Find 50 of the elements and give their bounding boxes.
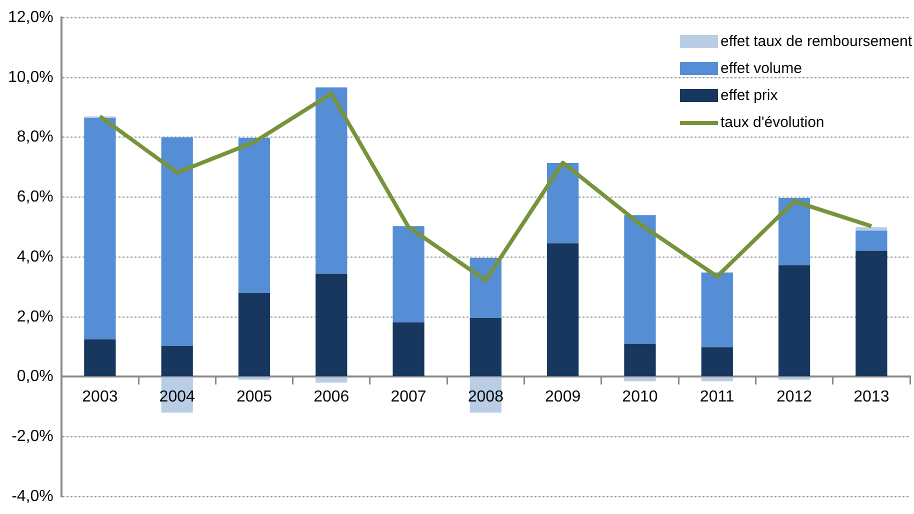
y-tick-label: 8,0% xyxy=(16,128,54,146)
legend-label: taux d'évolution xyxy=(720,114,824,131)
x-tick-label: 2003 xyxy=(82,388,118,406)
x-tick-label: 2009 xyxy=(545,388,581,406)
bar xyxy=(701,347,733,376)
bar xyxy=(84,118,116,340)
y-tick-label: 12,0% xyxy=(8,9,54,26)
x-tick-label: 2004 xyxy=(159,388,195,406)
bar xyxy=(856,230,888,251)
y-tick-label: -2,0% xyxy=(12,428,54,445)
bar xyxy=(624,215,656,344)
x-tick-label: 2012 xyxy=(776,388,812,406)
x-tick-label: 2010 xyxy=(622,388,658,406)
bar xyxy=(547,243,579,376)
x-tick-label: 2008 xyxy=(468,388,504,406)
bar xyxy=(316,377,348,383)
bar xyxy=(856,227,888,231)
x-tick-label: 2011 xyxy=(700,388,734,406)
bar xyxy=(392,322,424,376)
bar xyxy=(624,344,656,376)
x-tick-label: 2013 xyxy=(854,388,890,406)
y-tick-label: 0,0% xyxy=(16,368,54,386)
bar xyxy=(316,274,348,376)
legend-label: effet prix xyxy=(720,87,778,104)
y-tick-label: 2,0% xyxy=(16,308,54,326)
bar xyxy=(316,87,348,274)
x-tick-label: 2005 xyxy=(236,388,272,406)
y-tick-label: 6,0% xyxy=(16,188,54,206)
y-tick-label: 4,0% xyxy=(16,248,54,266)
bar xyxy=(392,226,424,322)
y-tick-label: 10,0% xyxy=(8,68,54,86)
bar xyxy=(547,163,579,244)
x-tick-label: 2006 xyxy=(314,388,350,406)
bar xyxy=(778,198,810,266)
bar xyxy=(856,250,888,376)
bar xyxy=(701,377,733,382)
bar xyxy=(238,292,270,376)
x-tick-label: 2007 xyxy=(390,388,426,406)
bar xyxy=(624,377,656,382)
bar xyxy=(470,258,502,318)
bar xyxy=(238,138,270,293)
legend-label: effet volume xyxy=(720,60,802,77)
bar xyxy=(161,137,193,346)
bar xyxy=(84,339,116,376)
bar xyxy=(778,265,810,376)
bar xyxy=(161,346,193,376)
legend-label: effet taux de remboursement xyxy=(720,33,912,50)
y-tick-label: -4,0% xyxy=(12,488,54,505)
bar xyxy=(701,272,733,348)
bar xyxy=(470,318,502,376)
